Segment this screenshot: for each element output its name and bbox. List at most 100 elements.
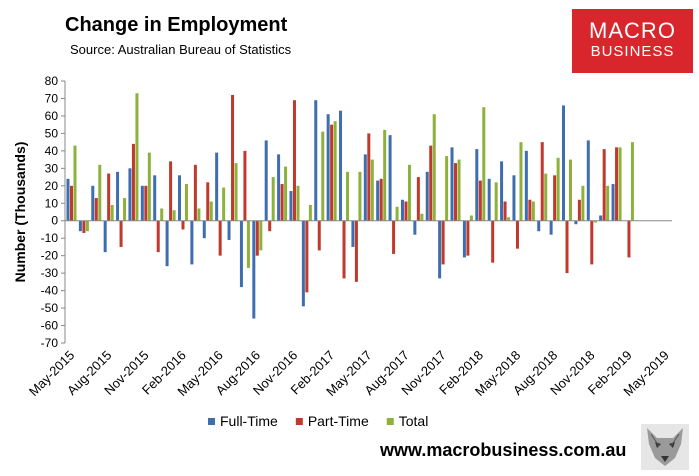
bar-full-time-feb-2016	[177, 175, 181, 221]
bar-part-time-jul-2018	[540, 142, 544, 221]
bar-full-time-apr-2017	[351, 220, 355, 247]
bar-part-time-feb-2016	[181, 220, 185, 230]
wolf-logo-icon	[641, 424, 689, 470]
y-tick-label: -60	[41, 319, 59, 333]
bar-part-time-jan-2017	[317, 220, 321, 251]
bar-full-time-may-2018	[512, 175, 516, 221]
bar-full-time-apr-2018	[500, 161, 504, 221]
bar-full-time-aug-2017	[400, 199, 404, 221]
bar-part-time-feb-2018	[478, 180, 482, 221]
bar-part-time-may-2016	[218, 220, 222, 256]
bar-full-time-sep-2016	[264, 140, 268, 221]
bar-part-time-dec-2017	[454, 163, 458, 221]
bar-full-time-nov-2018	[586, 140, 590, 221]
bar-full-time-sep-2018	[562, 105, 566, 221]
bar-full-time-dec-2018	[599, 215, 603, 221]
bar-part-time-sep-2018	[565, 220, 569, 274]
bar-full-time-nov-2016	[289, 191, 293, 221]
bar-total-nov-2018	[593, 220, 597, 223]
bar-total-sep-2015	[123, 198, 127, 221]
legend-label-total: Total	[399, 413, 429, 429]
bar-total-nov-2016	[296, 185, 300, 221]
bar-total-jul-2017	[395, 206, 399, 221]
legend-label-full-time: Full-Time	[220, 413, 278, 429]
bar-part-time-jul-2017	[392, 220, 396, 254]
bar-total-apr-2018	[507, 217, 511, 221]
bar-full-time-oct-2015	[128, 168, 132, 221]
bar-full-time-jul-2016	[239, 220, 243, 288]
y-tick-label: 80	[45, 74, 59, 88]
logo-line-2: BUSINESS	[590, 43, 675, 60]
bar-part-time-jul-2015	[94, 198, 98, 221]
bar-part-time-aug-2016	[255, 220, 259, 256]
bar-full-time-jul-2017	[388, 135, 392, 221]
bar-part-time-sep-2015	[119, 220, 123, 247]
bar-total-dec-2018	[606, 185, 610, 221]
bar-total-jan-2019	[618, 147, 622, 221]
bar-part-time-apr-2018	[503, 201, 507, 221]
y-tick-label: 20	[45, 179, 59, 193]
bar-part-time-dec-2018	[602, 149, 606, 221]
bar-total-feb-2016	[184, 184, 188, 221]
chart-title: Change in Employment	[65, 14, 288, 36]
y-tick-label: 50	[45, 126, 59, 140]
bar-total-jun-2016	[234, 163, 238, 221]
bar-full-time-oct-2018	[574, 220, 578, 225]
bar-total-nov-2015	[147, 152, 151, 221]
bar-total-apr-2017	[358, 171, 362, 221]
bar-part-time-dec-2016	[305, 220, 309, 293]
bar-full-time-jun-2017	[376, 180, 380, 221]
y-tick-label: 70	[45, 91, 59, 105]
bar-full-time-jul-2015	[91, 185, 95, 221]
y-tick-label: -40	[41, 284, 59, 298]
bar-part-time-apr-2017	[354, 220, 358, 282]
bar-full-time-sep-2017	[413, 220, 417, 235]
bar-total-feb-2017	[333, 121, 337, 221]
logo-line-1: MACRO	[589, 18, 676, 43]
y-tick-label: 10	[45, 196, 59, 210]
y-tick-label: -30	[41, 266, 59, 280]
y-tick-label: -50	[41, 301, 59, 315]
bar-full-time-feb-2018	[475, 149, 479, 221]
bar-full-time-dec-2015	[153, 175, 157, 221]
y-tick-label: 40	[45, 144, 59, 158]
bar-total-dec-2017	[457, 159, 461, 221]
bar-part-time-may-2015	[70, 185, 73, 221]
legend-swatch-total	[386, 418, 394, 425]
bar-part-time-oct-2017	[429, 145, 433, 221]
bar-full-time-mar-2018	[487, 178, 491, 221]
bar-full-time-aug-2015	[103, 220, 107, 253]
bar-part-time-nov-2018	[590, 220, 594, 265]
bar-full-time-sep-2015	[116, 171, 120, 221]
bar-full-time-mar-2017	[339, 110, 343, 221]
bar-full-time-may-2015	[66, 178, 70, 221]
bar-total-may-2015	[73, 145, 77, 221]
bar-part-time-mar-2017	[342, 220, 346, 279]
bar-full-time-jul-2018	[537, 220, 541, 232]
bar-total-jan-2018	[469, 215, 473, 221]
y-tick-label: 30	[45, 161, 59, 175]
bar-full-time-aug-2018	[549, 220, 553, 235]
bar-total-aug-2018	[556, 157, 560, 221]
bar-full-time-jan-2018	[462, 220, 466, 258]
y-tick-label: -10	[41, 231, 59, 245]
bar-full-time-may-2016	[215, 152, 219, 221]
bar-full-time-mar-2016	[190, 220, 194, 265]
bar-part-time-sep-2016	[268, 220, 272, 232]
bar-part-time-jan-2016	[169, 161, 173, 221]
bar-total-aug-2017	[407, 164, 411, 221]
bar-total-jan-2016	[172, 210, 176, 221]
bar-part-time-jun-2015	[82, 220, 86, 233]
bar-total-mar-2016	[197, 208, 201, 221]
legend-swatch-part-time	[295, 418, 303, 425]
bar-part-time-nov-2016	[292, 100, 296, 221]
bar-total-sep-2016	[271, 177, 275, 221]
bar-part-time-dec-2015	[156, 220, 160, 253]
bar-total-apr-2016	[209, 201, 213, 221]
bar-full-time-dec-2017	[450, 147, 454, 221]
bar-total-oct-2018	[581, 185, 585, 221]
bar-total-mar-2017	[346, 171, 350, 221]
bar-total-sep-2018	[569, 159, 573, 221]
bar-total-aug-2015	[110, 205, 114, 221]
website-url: www.macrobusiness.com.au	[380, 440, 627, 460]
